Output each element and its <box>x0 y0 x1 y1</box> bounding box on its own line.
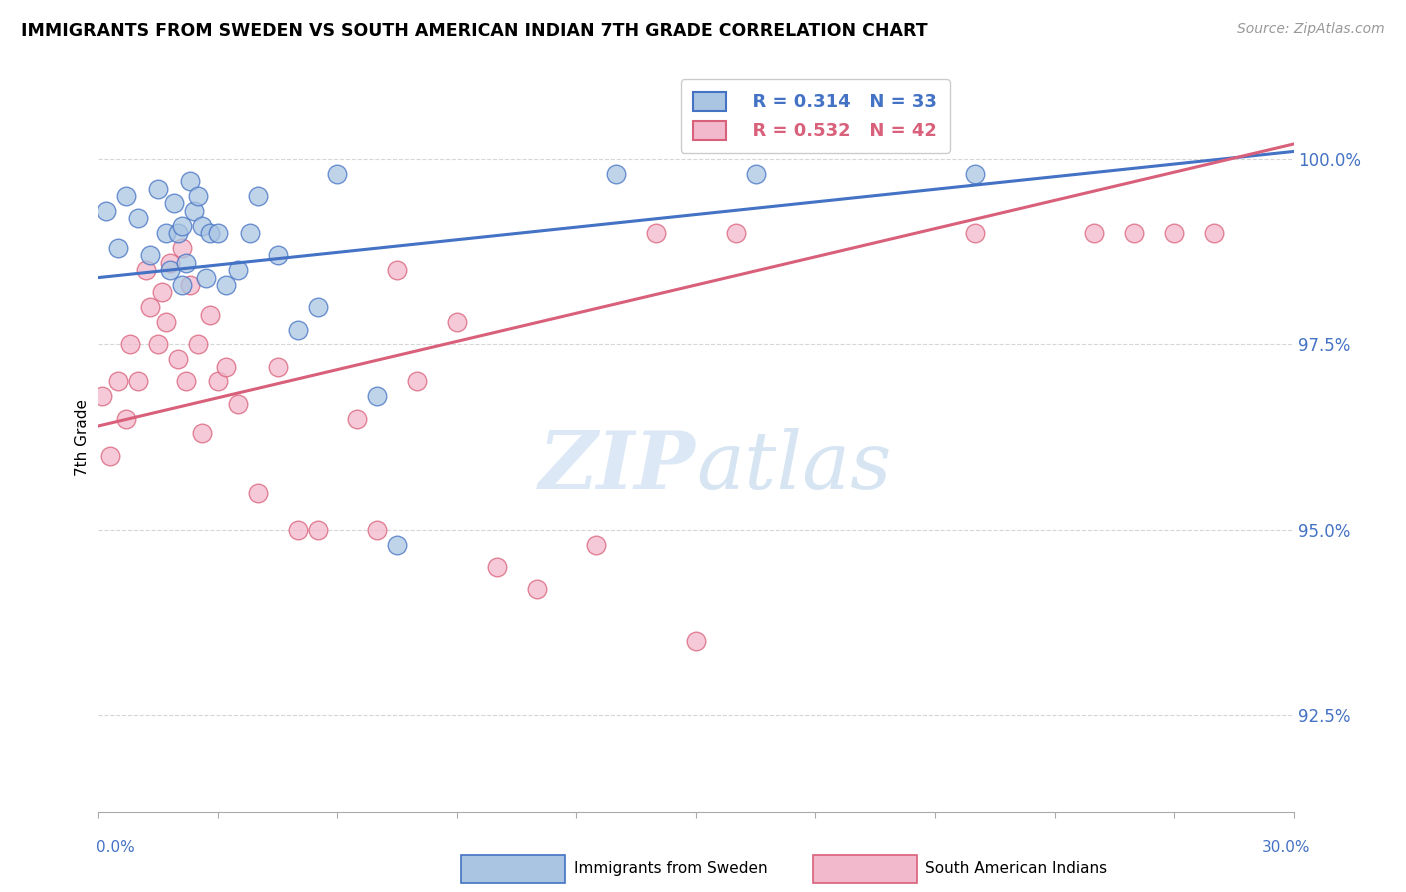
Point <box>215 359 238 374</box>
Point <box>485 560 508 574</box>
Point <box>163 196 186 211</box>
Point <box>307 523 329 537</box>
Point <box>91 389 114 403</box>
Point <box>139 248 162 262</box>
Point <box>172 278 194 293</box>
Point <box>96 203 118 218</box>
Point <box>1083 226 1105 240</box>
Point <box>167 352 190 367</box>
Point <box>159 263 181 277</box>
Point <box>246 189 269 203</box>
Point <box>346 411 368 425</box>
Point <box>207 375 229 389</box>
Text: IMMIGRANTS FROM SWEDEN VS SOUTH AMERICAN INDIAN 7TH GRADE CORRELATION CHART: IMMIGRANTS FROM SWEDEN VS SOUTH AMERICAN… <box>21 22 928 40</box>
Point <box>963 226 986 240</box>
Point <box>172 219 194 233</box>
Point <box>226 263 249 277</box>
Point <box>155 315 177 329</box>
Point <box>155 226 177 240</box>
Point <box>239 226 262 240</box>
Point <box>120 337 142 351</box>
Point <box>585 538 607 552</box>
Text: 0.0%: 0.0% <box>96 840 135 855</box>
Text: Immigrants from Sweden: Immigrants from Sweden <box>574 862 768 876</box>
Point <box>135 263 157 277</box>
Point <box>1163 226 1185 240</box>
Point <box>115 189 138 203</box>
Point <box>745 167 768 181</box>
Point <box>307 300 329 314</box>
Point <box>685 634 707 648</box>
Point <box>150 285 173 300</box>
Point <box>1202 226 1225 240</box>
Point <box>198 308 221 322</box>
Point <box>179 174 201 188</box>
Point <box>1123 226 1146 240</box>
Point <box>526 582 548 596</box>
Point <box>385 538 409 552</box>
Legend:   R = 0.314   N = 33,   R = 0.532   N = 42: R = 0.314 N = 33, R = 0.532 N = 42 <box>681 79 950 153</box>
Point <box>366 523 388 537</box>
Point <box>174 256 197 270</box>
Point <box>191 426 214 441</box>
Text: South American Indians: South American Indians <box>925 862 1108 876</box>
Point <box>207 226 229 240</box>
Point <box>179 278 201 293</box>
Text: atlas: atlas <box>696 428 891 506</box>
Point <box>406 375 429 389</box>
Text: Source: ZipAtlas.com: Source: ZipAtlas.com <box>1237 22 1385 37</box>
Point <box>127 211 149 226</box>
Point <box>167 226 190 240</box>
Point <box>107 375 129 389</box>
Point <box>267 248 290 262</box>
Point <box>172 241 194 255</box>
Point <box>366 389 388 403</box>
Point <box>127 375 149 389</box>
Text: ZIP: ZIP <box>538 428 696 506</box>
Point <box>287 523 309 537</box>
Point <box>187 189 209 203</box>
Point <box>724 226 747 240</box>
Point <box>226 397 249 411</box>
Y-axis label: 7th Grade: 7th Grade <box>75 399 90 475</box>
Point <box>159 256 181 270</box>
Point <box>645 226 668 240</box>
Text: 30.0%: 30.0% <box>1263 840 1310 855</box>
Point <box>287 322 309 336</box>
Point <box>267 359 290 374</box>
Point <box>139 300 162 314</box>
Point <box>174 375 197 389</box>
Point <box>98 449 122 463</box>
Point <box>115 411 138 425</box>
Point <box>385 263 409 277</box>
Point <box>198 226 221 240</box>
Point <box>195 270 218 285</box>
Point <box>148 181 170 195</box>
Point <box>187 337 209 351</box>
Point <box>183 203 205 218</box>
Point <box>605 167 627 181</box>
Point <box>326 167 349 181</box>
Point <box>107 241 129 255</box>
Point <box>191 219 214 233</box>
Point <box>215 278 238 293</box>
Point <box>446 315 468 329</box>
Point <box>246 485 269 500</box>
Point <box>963 167 986 181</box>
Point <box>148 337 170 351</box>
